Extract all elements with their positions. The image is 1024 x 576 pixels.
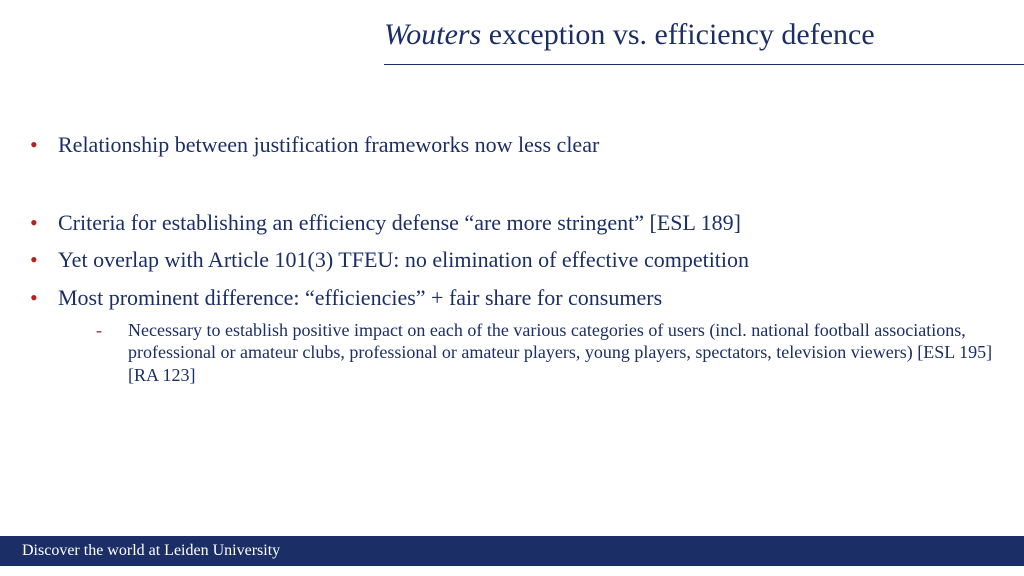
- slide: Wouters exception vs. efficiency defence…: [0, 0, 1024, 576]
- title-italic: Wouters: [384, 18, 481, 51]
- bullet-text: Relationship between justification frame…: [58, 132, 599, 157]
- footer-text: Discover the world at Leiden University: [22, 542, 280, 560]
- sub-bullet-text: Necessary to establish positive impact o…: [128, 320, 992, 385]
- title-area: Wouters exception vs. efficiency defence: [344, 18, 1024, 65]
- title-underline: [384, 64, 1024, 65]
- slide-title: Wouters exception vs. efficiency defence: [384, 18, 1024, 62]
- bullet-item: Most prominent difference: “efficiencies…: [24, 283, 1000, 386]
- bullet-item: Yet overlap with Article 101(3) TFEU: no…: [24, 245, 1000, 275]
- title-rest: exception vs. efficiency defence: [481, 18, 874, 51]
- bullet-item: Criteria for establishing an efficiency …: [24, 208, 1000, 238]
- footer-bar: Discover the world at Leiden University: [0, 536, 1024, 566]
- bullet-text: Yet overlap with Article 101(3) TFEU: no…: [58, 247, 749, 272]
- bullet-text: Most prominent difference: “efficiencies…: [58, 285, 662, 310]
- bullet-item: Relationship between justification frame…: [24, 130, 1000, 160]
- bullet-list: Relationship between justification frame…: [24, 130, 1000, 386]
- sub-bullet-item: Necessary to establish positive impact o…: [58, 319, 1000, 387]
- sub-bullet-list: Necessary to establish positive impact o…: [58, 319, 1000, 387]
- content-area: Relationship between justification frame…: [24, 130, 1000, 394]
- bullet-text: Criteria for establishing an efficiency …: [58, 210, 741, 235]
